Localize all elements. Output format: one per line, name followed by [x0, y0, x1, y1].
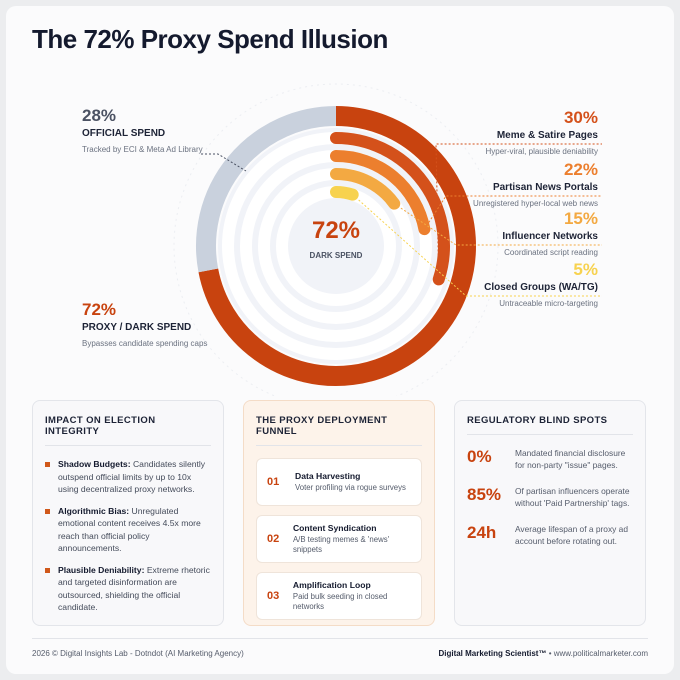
- radial-chart: 72% DARK SPEND: [173, 83, 602, 396]
- bullet: [45, 567, 50, 573]
- funnel-panel: THE PROXY DEPLOYMENT FUNNEL 01 Data Harve…: [243, 400, 435, 626]
- segment-note: Hyper-viral, plausible deniability: [485, 147, 599, 156]
- blind-text: Average lifespan of a proxy ad account b…: [515, 524, 628, 546]
- step-title: Data Harvesting: [295, 471, 361, 481]
- impact-item: Shadow Budgets: Candidates silently outs…: [45, 458, 211, 496]
- funnel-step: 02 Content Syndication A/B testing memes &…: [256, 515, 422, 563]
- infographic: The 72% Proxy Spend Illusion 72% DARK SPE…: [6, 6, 674, 674]
- blind-spot: 0% Mandated financial disclosure for non-…: [467, 447, 633, 471]
- segment-name: PROXY / DARK SPEND: [82, 322, 192, 333]
- segment-value: 15%: [563, 209, 598, 228]
- impact-panel: IMPACT ON ELECTION INTEGRITY Shadow Budg…: [32, 400, 224, 626]
- blind-value: 24h: [467, 523, 497, 542]
- segment-label: 5% Closed Groups (WA/TG) Untraceable micro…: [398, 260, 598, 308]
- segment-note: Coordinated script reading: [504, 248, 598, 257]
- inner-arc: [330, 168, 401, 210]
- segment-value: 72%: [82, 300, 117, 319]
- segment-label: 28% OFFICIAL SPEND Tracked by ECI & Meta A…: [82, 106, 282, 154]
- step-text: A/B testing memes & 'news' snippets: [292, 535, 390, 554]
- blind-spots-panel: REGULATORY BLIND SPOTS 0% Mandated financ…: [454, 400, 646, 626]
- panel-title: IMPACT ON ELECTION INTEGRITY: [45, 415, 211, 446]
- bullet: [45, 508, 50, 514]
- step-number: 02: [267, 533, 280, 545]
- segment-note: Untraceable micro-targeting: [499, 299, 598, 308]
- blind-value: 85%: [467, 485, 502, 504]
- brand: Digital Marketing Scientist™: [438, 649, 547, 658]
- step-text: Paid bulk seeding in closed networks: [292, 592, 388, 611]
- impact-body: Candidates silently outspend official li…: [58, 459, 206, 494]
- impact-term: Shadow Budgets:: [58, 459, 131, 469]
- outer-arc: [196, 106, 337, 273]
- impact-term: Plausible Deniability:: [58, 564, 145, 575]
- segment-label: 15% Influencer Networks Coordinated script…: [398, 209, 598, 257]
- step-body: Data Harvesting Voter profiling via rogue…: [295, 471, 406, 493]
- funnel-step: 01 Data Harvesting Voter profiling via rog…: [256, 458, 422, 506]
- halo: [218, 128, 454, 364]
- segment-value: 30%: [563, 108, 598, 127]
- step-number: 03: [267, 590, 280, 602]
- step-title: Amplification Loop: [292, 580, 371, 590]
- connector: [201, 153, 247, 172]
- inner-arc: [330, 132, 450, 286]
- center-caption: DARK SPEND: [310, 251, 363, 260]
- impact-text: Plausible Deniability: Extreme rhetoric …: [58, 564, 211, 614]
- inner-arc: [330, 150, 431, 236]
- segment-label: 72% PROXY / DARK SPEND Bypasses candidate …: [82, 300, 282, 348]
- connector: [423, 195, 602, 230]
- connector: [393, 203, 602, 246]
- impact-body: Unregulated emotional content receives 4…: [58, 505, 201, 554]
- blind-spot: 24h Average lifespan of a proxy ad accoun…: [467, 523, 633, 547]
- bullet: [45, 462, 50, 467]
- outer-arc: [198, 106, 476, 386]
- footer-credit: 2026 © Digital Insights Lab - Dotndot (A…: [32, 649, 244, 658]
- impact-term: Algorithmic Bias:: [58, 505, 130, 516]
- page-title: The 72% Proxy Spend Illusion: [32, 24, 388, 54]
- segment-name: Influencer Networks: [502, 231, 598, 242]
- panel-title: REGULATORY BLIND SPOTS: [467, 415, 633, 435]
- step-body: Amplification Loop Paid bulk seeding in c…: [293, 580, 411, 612]
- connector: [352, 194, 602, 297]
- halo: [173, 83, 499, 396]
- inner-arc: [330, 186, 359, 201]
- step-body: Content Syndication A/B testing memes & '…: [293, 523, 411, 555]
- step-number: 01: [267, 476, 280, 488]
- url: • www.politicalmarketer.com: [548, 649, 648, 658]
- footer: 2026 © Digital Insights Lab - Dotndot (A…: [32, 638, 648, 658]
- footer-brand: Digital Marketing Scientist™ • www.polit…: [438, 649, 648, 658]
- segment-value: 28%: [82, 106, 117, 125]
- impact-body: Extreme rhetoric and targeted disinforma…: [58, 564, 210, 613]
- panel-title: THE PROXY DEPLOYMENT FUNNEL: [256, 415, 422, 446]
- impact-text: Algorithmic Bias: Unregulated emotional …: [58, 505, 211, 555]
- segment-name: Closed Groups (WA/TG): [484, 282, 598, 293]
- blind-spot: 85% Of partisan influencers operate witho…: [467, 485, 633, 509]
- segment-note: Tracked by ECI & Meta Ad Library: [82, 145, 203, 154]
- segment-name: OFFICIAL SPEND: [82, 128, 166, 139]
- funnel-step: 03 Amplification Loop Paid bulk seeding in…: [256, 572, 422, 620]
- segment-name: Partisan News Portals: [492, 182, 598, 193]
- segment-note: Bypasses candidate spending caps: [82, 339, 208, 348]
- impact-item: Algorithmic Bias: Unregulated emotional …: [45, 505, 211, 555]
- blind-value: 0%: [467, 447, 492, 466]
- impact-text: Shadow Budgets: Candidates silently outs…: [58, 458, 211, 496]
- segment-label: 30% Meme & Satire Pages Hyper-viral, plaus…: [398, 108, 599, 156]
- segment-value: 5%: [573, 260, 598, 279]
- segment-label: 22% Partisan News Portals Unregistered hyp…: [398, 160, 598, 208]
- segment-value: 22%: [563, 160, 598, 179]
- blind-text: Of partisan influencers operate without …: [515, 486, 630, 508]
- step-title: Content Syndication: [292, 523, 377, 533]
- blind-text: Mandated financial disclosure for non-pa…: [515, 448, 626, 470]
- step-text: Voter profiling via rogue surveys: [295, 483, 406, 492]
- impact-item: Plausible Deniability: Extreme rhetoric …: [45, 564, 211, 614]
- center-value: 72%: [312, 217, 360, 244]
- connector: [435, 143, 602, 280]
- segment-name: Meme & Satire Pages: [496, 130, 598, 141]
- segment-note: Unregistered hyper-local web news: [473, 199, 598, 208]
